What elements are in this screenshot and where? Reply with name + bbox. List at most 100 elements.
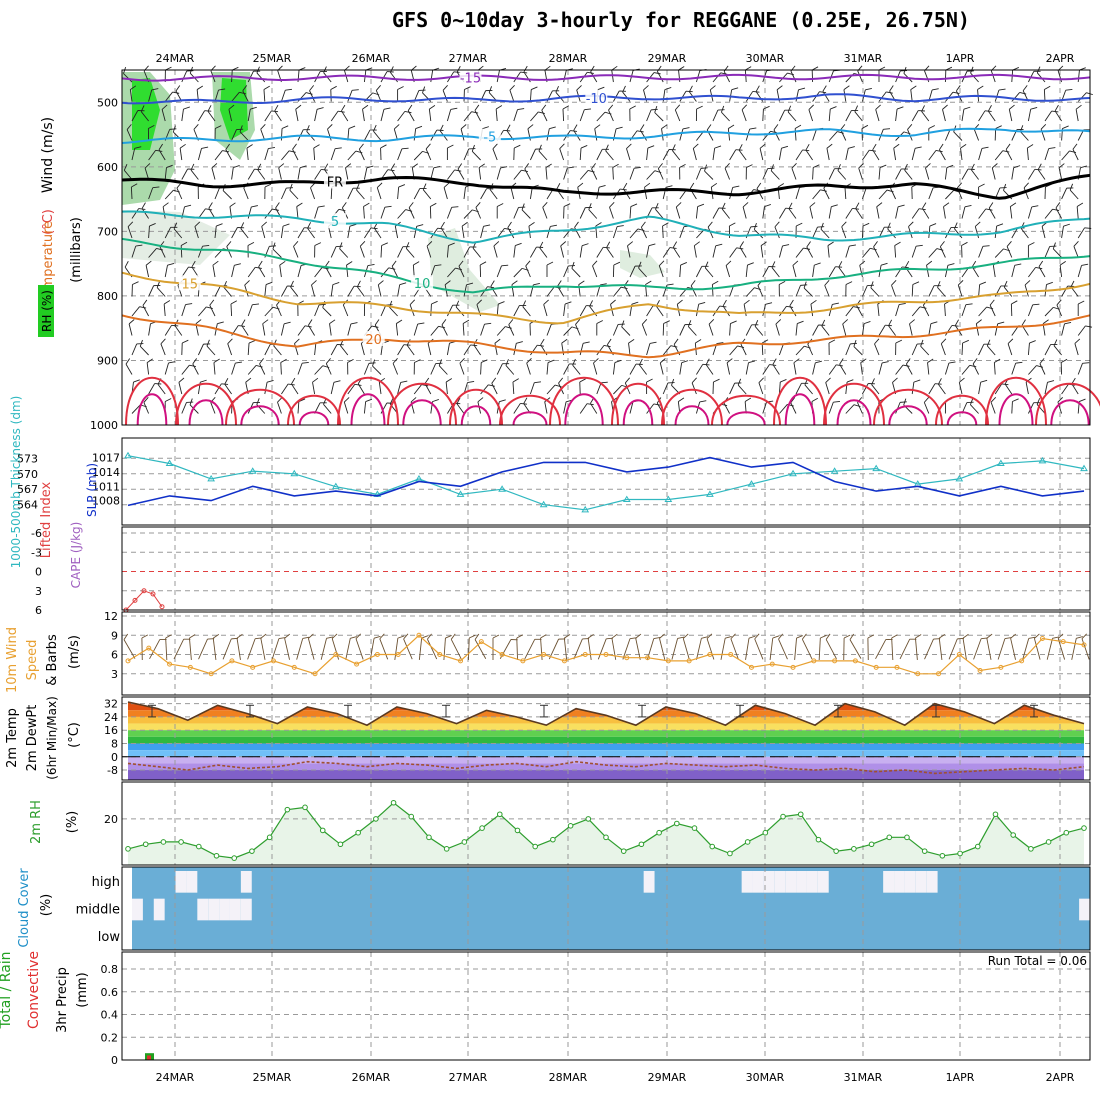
wind-barb-shaft (490, 286, 498, 297)
wind-barb-flag (641, 319, 648, 325)
wind-barb-shaft (562, 108, 565, 122)
wind-barb-flag (381, 242, 388, 246)
date-label-top-7: 31MAR (844, 52, 883, 65)
wind-barb-13-46 (888, 319, 896, 336)
wind-barb-shaft (674, 109, 681, 122)
wind-barb-flag (591, 163, 596, 169)
wind-barb-flag (136, 343, 144, 345)
wind-barb-13-11 (308, 319, 315, 336)
wind-barb-flag (858, 163, 864, 169)
wind-barb-flag (906, 358, 911, 365)
wind-barb-flag (726, 358, 733, 364)
wind-barb-flag (1080, 165, 1088, 169)
wind-barb-11-21 (480, 286, 495, 297)
wind-barb-3-47 (907, 124, 913, 141)
wind-barb-4-10 (292, 143, 299, 161)
wind-barb-15-0 (125, 358, 133, 375)
wind-barb-7-2 (162, 202, 169, 219)
wind-barb-13-33 (679, 323, 692, 336)
wind-barb-shaft (240, 228, 249, 239)
wind-barb-shaft (943, 206, 946, 219)
wind-barb-2-46 (895, 106, 904, 122)
wind-barb-shaft (231, 167, 234, 180)
wind-barb-shaft (478, 167, 482, 180)
wind-barb-shaft (827, 245, 830, 258)
wind-barb-shaft (986, 345, 996, 356)
wind-barb-flag (550, 224, 557, 227)
wind-barb-2-37 (741, 104, 748, 122)
thickness-point-21 (996, 459, 1005, 466)
wind-barb-shaft (874, 343, 880, 356)
wind-barb-shaft (247, 342, 250, 356)
wind10-barb-flag (331, 633, 338, 639)
wind-barb-shaft (280, 226, 284, 239)
wind-barb-shaft (148, 323, 151, 336)
wind-barb-shaft (181, 402, 187, 414)
wind-barb-9-49 (939, 241, 946, 258)
wind-barb-15-53 (1011, 361, 1023, 375)
wind-barb-17-51 (969, 398, 979, 414)
wind-barb-shaft (508, 324, 515, 336)
wind-barb-shaft (513, 169, 522, 180)
wind-barb-flag (926, 260, 933, 266)
wind-barb-3-7 (239, 125, 249, 141)
wind-barb-shaft (646, 343, 651, 356)
precip-legend-convective: Convective (26, 951, 42, 1029)
wind-barb-flag (947, 263, 955, 266)
wind10-barb-57 (818, 634, 827, 661)
wind10-barb-shaft (345, 638, 351, 660)
wind-barb-9-22 (493, 241, 500, 258)
wind-barb-4-50 (960, 144, 967, 161)
wind-barb-4-26 (559, 143, 565, 161)
wind-barb-flag (451, 206, 459, 208)
wind-barb-shaft (322, 307, 332, 317)
thickness-point-11 (581, 505, 590, 513)
wind-barb-15-42 (828, 364, 843, 375)
wind-barb-8-29 (612, 225, 624, 239)
wind-barb-10-31 (638, 261, 647, 278)
wind-barb-shaft (810, 304, 814, 317)
wind-barb-flag (657, 65, 662, 72)
rh2m-point-7 (249, 848, 255, 854)
wind-barb-shaft (939, 149, 946, 161)
wind10-barb-59 (843, 634, 851, 661)
wind-barb-1-20 (463, 86, 471, 102)
wind-barb-flag (647, 145, 655, 149)
wind-barb-shaft (579, 109, 585, 122)
wind-barb-6-13 (347, 187, 360, 200)
wind-barb-11-2 (156, 281, 166, 297)
wind-barb-17-13 (343, 397, 350, 414)
wind-barb-shaft (407, 110, 415, 122)
wind-barb-11-45 (870, 281, 880, 297)
wind10-barb-shaft (899, 639, 911, 660)
wind-barb-9-20 (463, 246, 477, 258)
wind-barb-1-56 (1061, 89, 1073, 102)
warm-loop-outer-6 (449, 388, 503, 426)
wind-barb-9-10 (293, 241, 299, 258)
wind-barb-shaft (345, 167, 349, 180)
wind-barb-7-5 (208, 202, 216, 219)
wind-barb-shaft (172, 131, 183, 141)
temp-contour-10 (121, 237, 1091, 294)
wind-barb-flag (543, 299, 549, 305)
wind-barb-flag (438, 359, 442, 366)
wind-barb-flag (954, 222, 958, 229)
wind-barb-flag (1031, 205, 1039, 208)
wind-barb-shaft (257, 169, 266, 180)
wind-barb-flag (259, 358, 264, 364)
wind-barb-shaft (397, 187, 400, 200)
wind-barb-flag (922, 202, 927, 209)
wind-barb-flag (615, 126, 623, 130)
wind-barb-flag (635, 265, 642, 267)
rh2m-point-30 (656, 829, 662, 836)
wind-barb-flag (148, 124, 155, 129)
wind-barb-flag (782, 244, 790, 247)
wind-barb-2-47 (911, 110, 925, 122)
wind-barb-shaft (145, 265, 150, 278)
wind-barb-8-10 (297, 227, 311, 239)
wind-barb-shaft (164, 362, 169, 375)
wind-barb-2-7 (247, 106, 257, 122)
wind-barb-flag (368, 362, 376, 364)
wind-barb-2-40 (787, 105, 797, 122)
warm-loop-outer-17 (1035, 382, 1100, 426)
